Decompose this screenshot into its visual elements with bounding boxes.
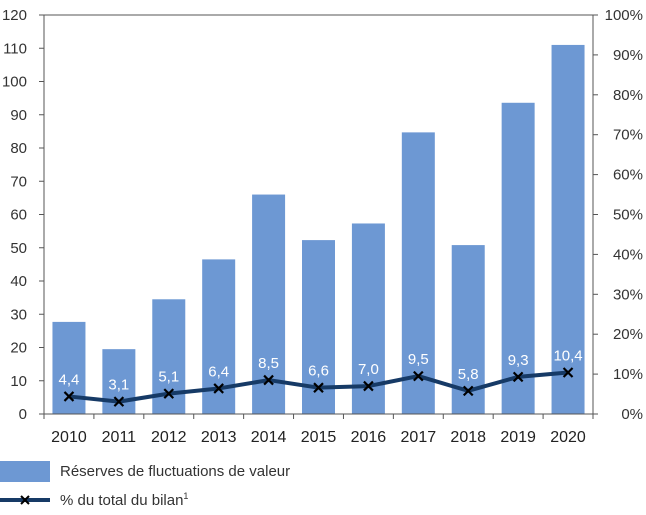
data-label-2019: 9,3 xyxy=(508,352,529,369)
y-right-tick-label: 40% xyxy=(613,246,643,263)
line-point-2010 xyxy=(63,391,75,402)
line-point-2016 xyxy=(363,380,374,392)
legend-footnote-mark: 1 xyxy=(183,491,189,501)
data-label-2016: 7,0 xyxy=(358,361,379,378)
legend-item-line: % du total du bilan1 xyxy=(0,485,646,515)
chart: 4,4 3,1 5,1 6,4 8,5 6,6 7,0 9,5 5,8 9,3 10,4 0 10 20… xyxy=(2,7,643,446)
y-left-tick-label: 100 xyxy=(2,74,27,91)
x-tick-label-2017: 2017 xyxy=(401,429,437,446)
y-right-tick-label: 0% xyxy=(621,406,643,423)
x-tick-label-2014: 2014 xyxy=(251,429,287,446)
legend-bar-swatch xyxy=(0,460,50,482)
data-label-2020: 10,4 xyxy=(553,348,582,365)
legend-item-bars: Réserves de fluctuations de valeur xyxy=(0,456,646,486)
line-point-2020 xyxy=(562,367,574,378)
y-right-tick-label: 30% xyxy=(613,286,643,303)
line-point-2019 xyxy=(512,371,524,383)
line-marker-stroke xyxy=(313,382,324,393)
line-marker-stroke xyxy=(413,370,424,382)
bar-2020 xyxy=(551,44,585,415)
y-left-tick-label: 80 xyxy=(10,140,27,157)
x-tick-label-2010: 2010 xyxy=(51,429,87,446)
line-marker-stroke xyxy=(462,385,474,397)
bar-2019 xyxy=(501,102,535,414)
data-label-2014: 8,5 xyxy=(258,355,279,372)
x-tick-label-2012: 2012 xyxy=(151,429,187,446)
y-left-tick-label: 40 xyxy=(10,273,27,290)
data-label-2013: 6,4 xyxy=(208,363,229,380)
bar-2017 xyxy=(401,132,435,414)
y-left-tick-label: 110 xyxy=(3,40,27,57)
x-tick-label-2018: 2018 xyxy=(450,429,486,446)
y-left-tick-label: 10 xyxy=(10,373,27,390)
line-group xyxy=(63,367,574,407)
legend-bar-label: Réserves de fluctuations de valeur xyxy=(60,462,291,480)
data-label-2015: 6,6 xyxy=(308,363,329,380)
line-marker-stroke xyxy=(512,371,524,383)
y-left-tick-label: 50 xyxy=(10,240,27,257)
y-left-tick-label: 30 xyxy=(10,306,27,323)
x-tick-label-2015: 2015 xyxy=(301,429,337,446)
y-right-tick-label: 80% xyxy=(613,87,643,104)
x-tick-label-2013: 2013 xyxy=(201,429,237,446)
legend-line-swatch xyxy=(0,495,50,505)
axes-group: 0 10 20 30 40 50 60 70 80 90 100 110 120 0% 10% 20% 30% 4… xyxy=(2,7,643,446)
legend-line-label-text: % du total du bilan xyxy=(60,492,184,509)
line-point-2011 xyxy=(113,396,125,407)
y-right-tick-label: 50% xyxy=(613,207,643,224)
bar-2014 xyxy=(252,194,286,414)
y-left-tick-label: 0 xyxy=(19,406,27,423)
data-label-2017: 9,5 xyxy=(408,351,429,368)
y-left-tick-label: 70 xyxy=(10,173,27,190)
bar-2010 xyxy=(52,321,86,414)
line-point-2012 xyxy=(163,388,175,399)
legend-line-label: % du total du bilan1 xyxy=(60,491,188,509)
y-left-tick-label: 60 xyxy=(10,207,27,224)
line-marker-stroke xyxy=(113,396,125,407)
data-labels-group: 4,4 3,1 5,1 6,4 8,5 6,6 7,0 9,5 5,8 9,3 10,4 xyxy=(59,348,583,394)
y-left-tick-label: 20 xyxy=(10,340,27,357)
y-right-tick-label: 20% xyxy=(613,326,643,343)
data-label-2010: 4,4 xyxy=(59,371,80,388)
line-marker-stroke xyxy=(363,380,374,392)
data-label-2018: 5,8 xyxy=(458,366,479,383)
bars-group xyxy=(52,44,585,415)
y-right-tick-label: 70% xyxy=(613,127,643,144)
y-right-tick-label: 10% xyxy=(613,366,643,383)
y-left-tick-label: 90 xyxy=(10,107,27,124)
line-marker-stroke xyxy=(213,383,224,394)
x-tick-label-2019: 2019 xyxy=(500,429,536,446)
data-label-2011: 3,1 xyxy=(108,377,129,394)
data-label-2012: 5,1 xyxy=(158,369,179,386)
line-point-2018 xyxy=(462,385,474,397)
line-marker-stroke xyxy=(562,367,574,378)
line-point-2015 xyxy=(313,382,324,393)
line-point-2014 xyxy=(263,374,274,386)
y-right-tick-label: 90% xyxy=(613,47,643,64)
line-point-2017 xyxy=(413,370,424,382)
x-tick-label-2020: 2020 xyxy=(550,429,586,446)
line-point-2013 xyxy=(213,383,224,394)
line-marker-stroke xyxy=(163,388,175,399)
x-tick-label-2016: 2016 xyxy=(351,429,387,446)
line-marker-stroke xyxy=(63,391,75,402)
x-tick-label-2011: 2011 xyxy=(102,429,137,446)
y-right-tick-label: 60% xyxy=(613,167,643,184)
line-marker-stroke xyxy=(263,374,274,386)
y-left-tick-label: 120 xyxy=(2,7,27,24)
y-right-tick-label: 100% xyxy=(605,7,643,24)
